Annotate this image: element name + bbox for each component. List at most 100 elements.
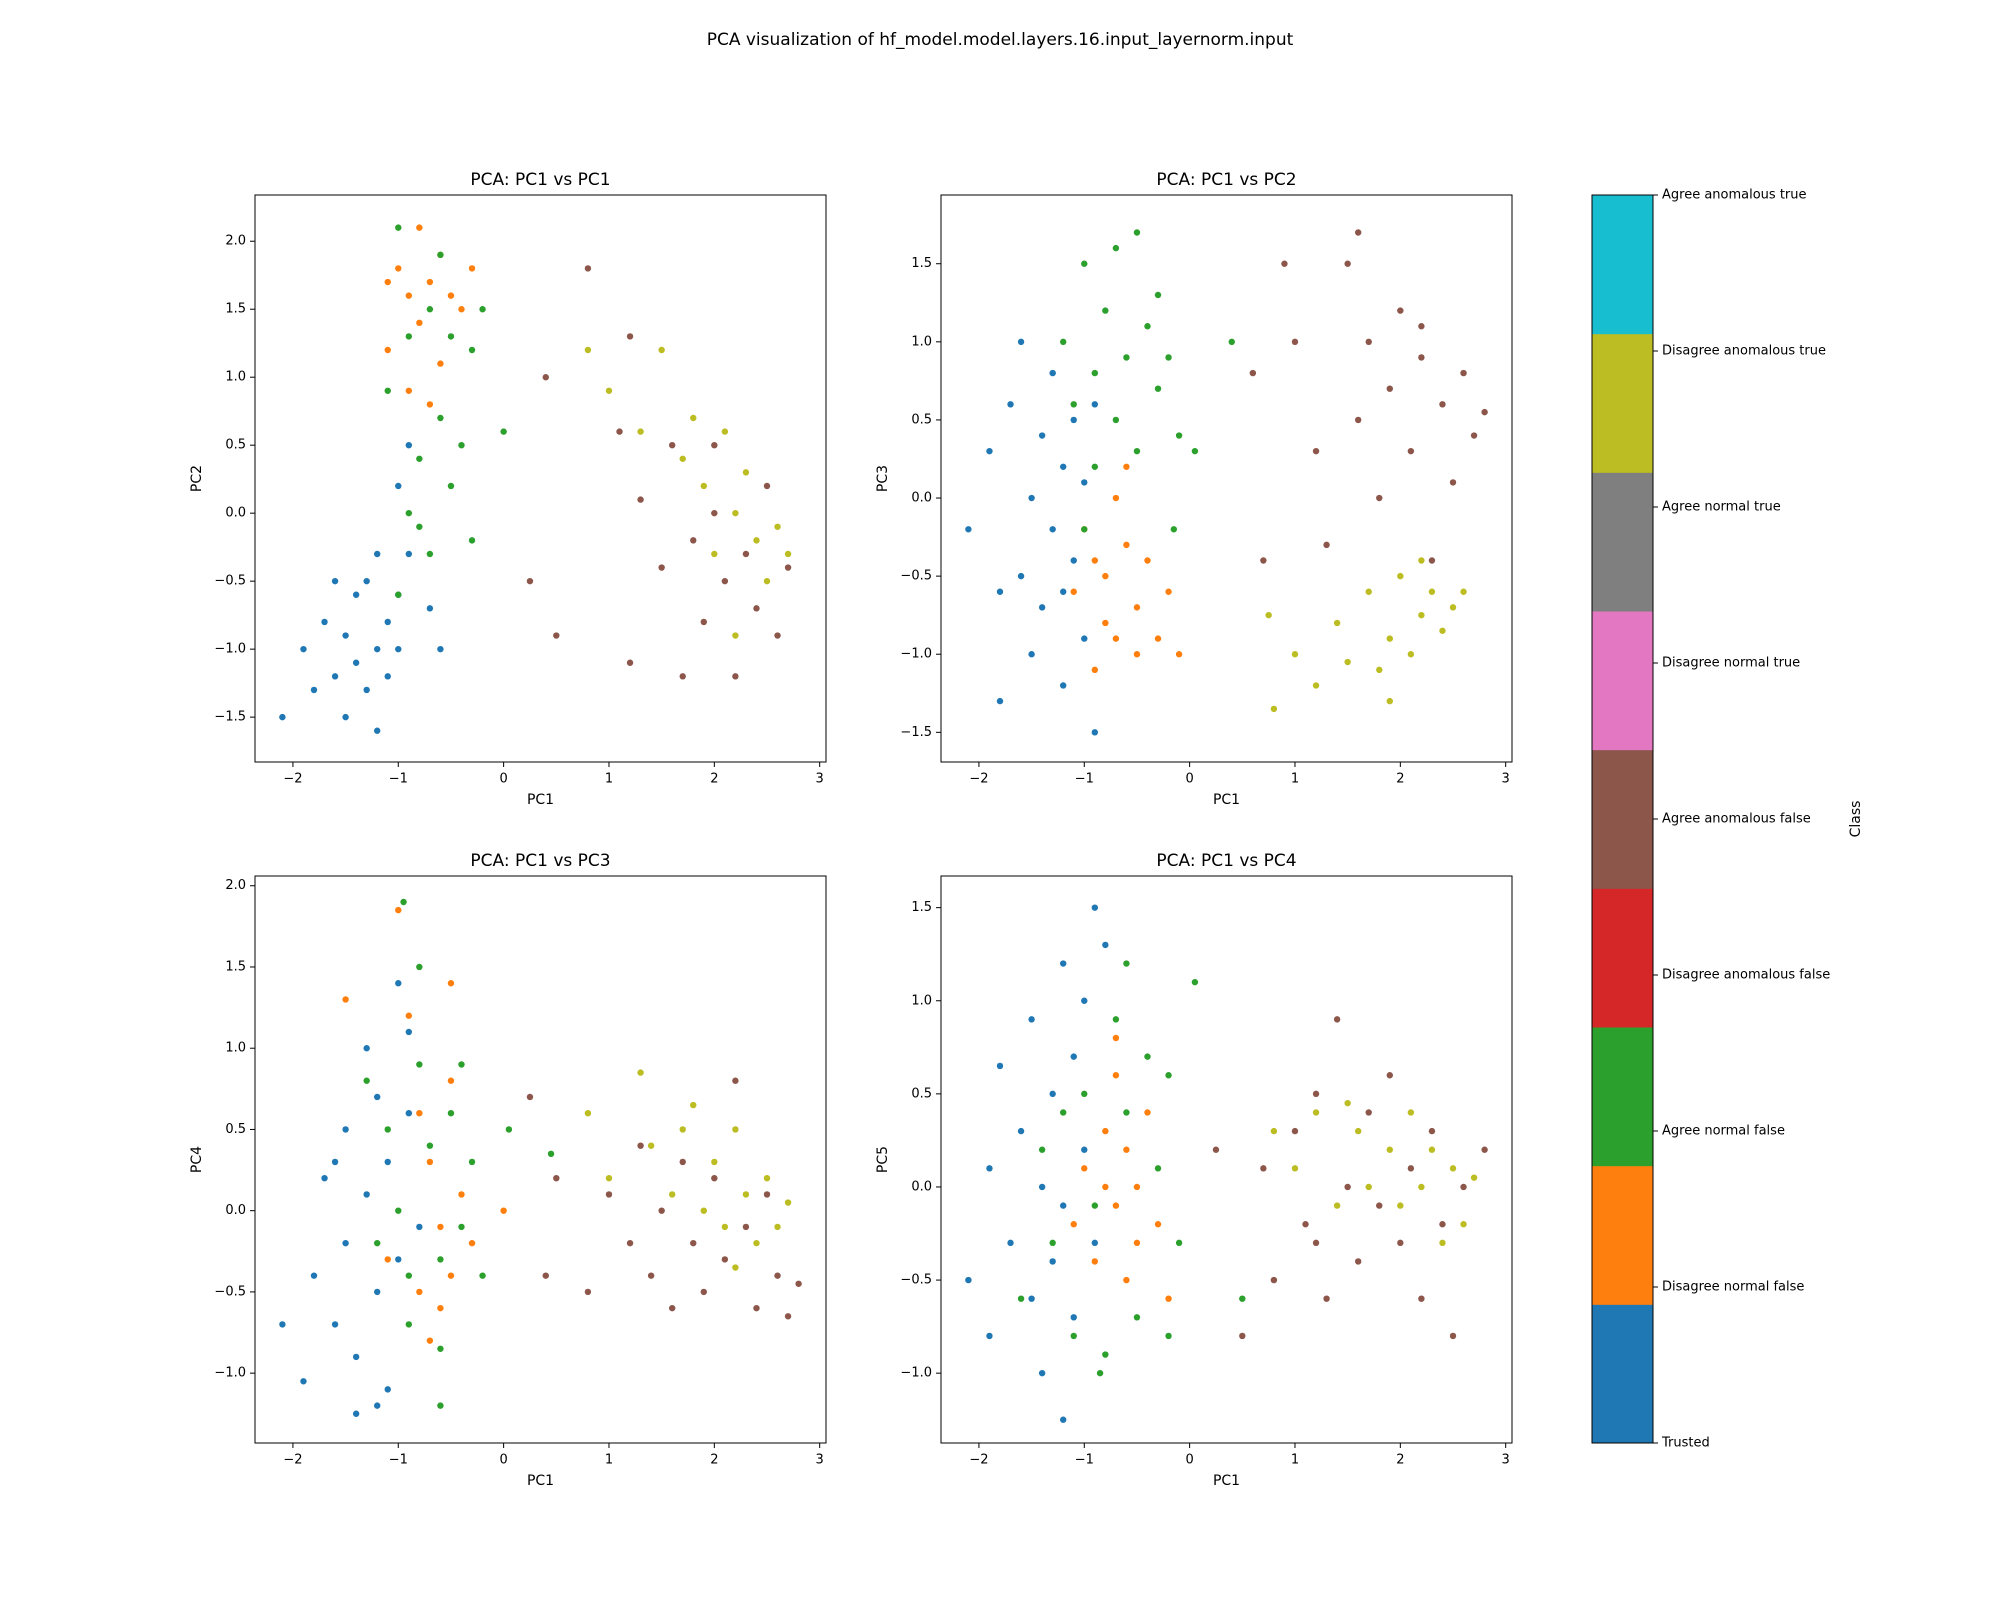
point	[1081, 479, 1088, 486]
point	[437, 1256, 444, 1263]
point	[1249, 369, 1257, 377]
point	[732, 1264, 739, 1271]
point	[1028, 1016, 1035, 1023]
point	[279, 1321, 286, 1328]
point	[1070, 1314, 1077, 1321]
point	[363, 577, 370, 585]
point	[774, 632, 781, 639]
point	[395, 645, 402, 653]
point	[447, 1109, 455, 1117]
point	[395, 591, 402, 598]
x-tick-label: 2	[1396, 1453, 1404, 1468]
colorbar-tick-label: Agree normal true	[1662, 500, 1781, 515]
point	[384, 1386, 391, 1393]
point	[1191, 447, 1199, 455]
point	[416, 224, 423, 231]
point	[437, 1304, 444, 1312]
point	[331, 673, 339, 680]
point	[637, 428, 644, 435]
point	[1302, 1221, 1309, 1228]
point	[1333, 1202, 1341, 1209]
y-tick-label: −1.0	[900, 1366, 932, 1381]
point	[1070, 588, 1077, 595]
point	[1112, 416, 1120, 424]
point	[1102, 307, 1109, 314]
point	[1449, 1332, 1457, 1340]
point	[732, 632, 739, 639]
point	[342, 1239, 349, 1247]
point	[679, 1158, 686, 1166]
point	[331, 577, 339, 585]
y-tick-label: −1.0	[214, 642, 246, 657]
point	[763, 577, 771, 585]
colorbar-tick-label: Disagree normal true	[1662, 656, 1800, 671]
point	[1028, 494, 1035, 502]
point	[1407, 447, 1415, 455]
point	[1376, 666, 1383, 674]
point	[363, 1077, 370, 1084]
point	[300, 645, 307, 653]
point	[416, 1061, 423, 1068]
point	[1460, 1183, 1467, 1191]
point	[763, 482, 771, 490]
point	[1102, 619, 1109, 627]
y-tick-label: −1.5	[214, 710, 246, 725]
point	[1407, 1109, 1415, 1116]
colorbar-tick-label: Agree anomalous false	[1662, 812, 1811, 827]
point	[542, 374, 549, 381]
figure-title: PCA visualization of hf_model.model.laye…	[707, 30, 1294, 50]
colorbar-tick-label: Disagree normal false	[1662, 1280, 1804, 1295]
point	[1112, 244, 1120, 252]
point	[1049, 526, 1056, 533]
point	[1175, 432, 1183, 439]
point	[395, 482, 402, 490]
point	[405, 550, 413, 558]
point	[426, 605, 434, 612]
point	[1123, 1109, 1130, 1116]
point	[742, 469, 750, 476]
point	[416, 1288, 423, 1296]
point	[1123, 1276, 1130, 1284]
x-tick-label: 0	[1185, 772, 1193, 787]
point	[1191, 978, 1199, 986]
point	[1344, 658, 1351, 666]
point	[986, 447, 993, 455]
point	[384, 673, 391, 680]
point	[363, 1045, 370, 1052]
point	[374, 1093, 381, 1101]
point	[352, 659, 360, 666]
point	[331, 1158, 339, 1166]
point	[1049, 369, 1056, 377]
point	[321, 618, 328, 626]
point	[965, 526, 972, 533]
point	[416, 1223, 423, 1231]
point	[437, 251, 444, 259]
point	[742, 550, 750, 558]
y-tick-label: 1.0	[225, 1041, 246, 1056]
point	[1091, 729, 1099, 736]
point	[500, 428, 507, 435]
point	[1028, 1295, 1035, 1302]
point	[468, 1158, 476, 1166]
axes-frame	[254, 875, 827, 1444]
point	[1376, 1202, 1383, 1209]
colorbar-segment	[1592, 1304, 1653, 1444]
point	[784, 550, 792, 558]
point	[1038, 604, 1046, 611]
point	[1428, 557, 1436, 564]
point	[1070, 416, 1077, 424]
axes-title: PCA: PC1 vs PC3	[470, 851, 610, 871]
point	[1365, 1183, 1372, 1191]
y-tick-label: 1.0	[911, 334, 932, 349]
y-tick-label: −1.5	[900, 725, 932, 740]
point	[1091, 463, 1099, 470]
point	[405, 509, 413, 517]
point	[1386, 1072, 1393, 1079]
point	[395, 906, 402, 914]
point	[1481, 1146, 1488, 1153]
point	[395, 1207, 402, 1214]
point	[1049, 1258, 1056, 1265]
point	[1165, 1072, 1172, 1079]
point	[547, 1150, 555, 1158]
point	[1460, 588, 1467, 595]
